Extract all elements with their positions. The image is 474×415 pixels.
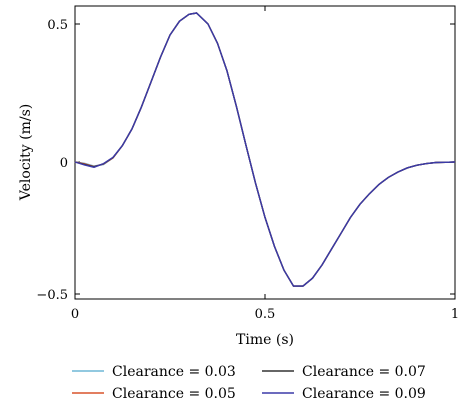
series-lines — [74, 12, 456, 287]
legend-label: Clearance = 0.09 — [302, 386, 426, 402]
plot-frame — [74, 5, 456, 300]
legend-label: Clearance = 0.03 — [112, 364, 236, 380]
series-line-2 — [74, 12, 456, 287]
x-tick-label: 1 — [451, 307, 459, 322]
series-line-1 — [74, 12, 456, 287]
x-tick-label: 0.5 — [255, 307, 276, 322]
x-axis-title: Time (s) — [236, 332, 294, 348]
legend: Clearance = 0.03 Clearance = 0.07 Clearanc… — [72, 364, 426, 402]
legend-label: Clearance = 0.05 — [112, 386, 236, 402]
y-tick-label: 0 — [60, 156, 68, 171]
y-tick-label: 0.5 — [47, 18, 68, 33]
y-tick-label: −0.5 — [36, 288, 68, 303]
y-axis-title: Velocity (m/s) — [18, 104, 34, 201]
legend-label: Clearance = 0.07 — [302, 364, 426, 380]
series-line-4 — [74, 12, 456, 287]
ticks: 0 0.5 1−0.500.5 — [36, 6, 459, 322]
x-tick-label: 0 — [71, 307, 79, 322]
series-line-3 — [74, 12, 456, 287]
